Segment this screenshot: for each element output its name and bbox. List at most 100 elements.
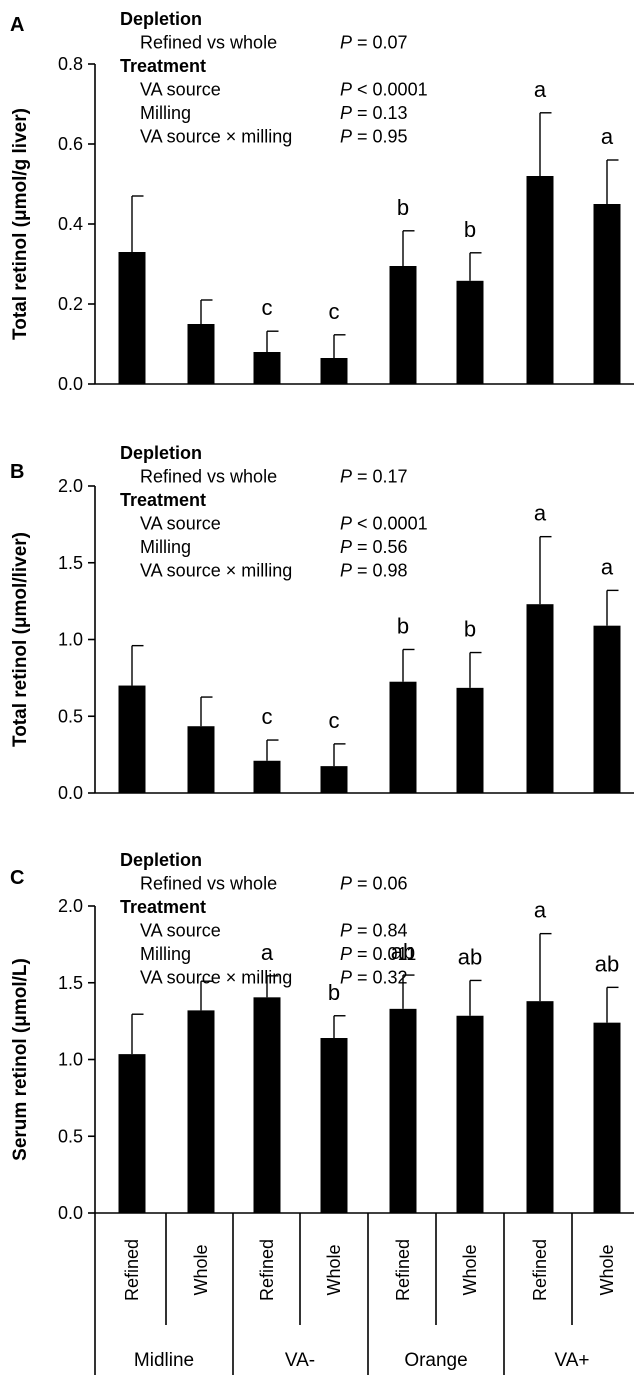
bar-6	[456, 687, 484, 793]
y-tick-label: 0.6	[58, 134, 83, 154]
significance-label: a	[601, 124, 614, 149]
stat-p-value: P = 0.95	[340, 127, 408, 147]
significance-label: a	[534, 501, 547, 526]
significance-label: c	[329, 299, 340, 324]
group-label: Orange	[404, 1350, 467, 1371]
stat-label: Milling	[140, 944, 191, 964]
significance-label: c	[329, 708, 340, 733]
stat-label: VA source	[140, 921, 221, 941]
significance-label: c	[262, 704, 273, 729]
category-label: Whole	[460, 1244, 480, 1295]
stat-p-number: = 0.13	[352, 103, 408, 123]
bar-8	[593, 625, 621, 793]
treatment-heading: Treatment	[120, 56, 206, 76]
stat-p-symbol: P	[340, 537, 352, 557]
stat-label: VA source	[140, 80, 221, 100]
bar-4	[320, 766, 348, 793]
bar-1	[118, 1054, 146, 1213]
stat-p-symbol: P	[340, 127, 352, 147]
significance-label: ab	[391, 939, 415, 964]
stat-p-value: P = 0.84	[340, 921, 408, 941]
category-label: Whole	[324, 1244, 344, 1295]
category-label: Refined	[393, 1239, 413, 1301]
y-tick-label: 0.5	[58, 1126, 83, 1146]
stat-label: VA source	[140, 514, 221, 534]
stat-p-number: = 0.07	[352, 33, 408, 53]
stat-label: VA source × milling	[140, 968, 292, 988]
significance-label: c	[262, 295, 273, 320]
y-tick-label: 0.8	[58, 54, 83, 74]
stat-p-value: P = 0.56	[340, 537, 408, 557]
category-label: Refined	[122, 1239, 142, 1301]
stat-p-value: P = 0.011	[340, 944, 416, 964]
y-axis-label: Total retinol (μmol/g liver)	[10, 108, 31, 340]
y-tick-label: 0.5	[58, 706, 83, 726]
bar-8	[593, 1022, 621, 1213]
bar-8	[593, 204, 621, 384]
stat-p-number: = 0.011	[352, 944, 416, 964]
bar-3	[253, 760, 281, 793]
stat-label: Refined vs whole	[140, 467, 277, 487]
stat-p-value: P = 0.98	[340, 561, 408, 581]
stat-label: Refined vs whole	[140, 33, 277, 53]
significance-label: b	[397, 195, 409, 220]
bar-7	[526, 176, 554, 384]
stat-p-symbol: P	[340, 467, 352, 487]
significance-label: a	[534, 77, 547, 102]
bar-5	[389, 681, 417, 793]
bar-6	[456, 280, 484, 384]
category-label: Whole	[597, 1244, 617, 1295]
bar-6	[456, 1015, 484, 1213]
stat-p-value: P = 0.06	[340, 874, 408, 894]
stat-p-value: P < 0.0001	[340, 80, 428, 100]
y-tick-label: 2.0	[58, 896, 83, 916]
group-label: VA-	[285, 1350, 315, 1371]
treatment-heading: Treatment	[120, 897, 206, 917]
y-tick-label: 0.0	[58, 374, 83, 394]
category-label: Refined	[257, 1239, 277, 1301]
stat-p-number: < 0.0001	[352, 514, 428, 534]
significance-label: a	[261, 940, 274, 965]
significance-label: b	[397, 613, 409, 638]
bar-4	[320, 1038, 348, 1213]
stat-label: Refined vs whole	[140, 874, 277, 894]
stat-p-symbol: P	[340, 80, 352, 100]
stat-p-number: = 0.32	[352, 968, 408, 988]
depletion-heading: Depletion	[120, 9, 202, 29]
stat-p-value: P = 0.07	[340, 33, 408, 53]
y-tick-label: 0.0	[58, 783, 83, 803]
depletion-heading: Depletion	[120, 850, 202, 870]
bar-7	[526, 604, 554, 793]
y-tick-label: 1.5	[58, 973, 83, 993]
stat-p-value: P = 0.32	[340, 968, 408, 988]
stat-p-value: P = 0.13	[340, 103, 408, 123]
stat-p-number: = 0.98	[352, 561, 408, 581]
significance-label: b	[464, 217, 476, 242]
bar-2	[187, 726, 215, 793]
bar-1	[118, 252, 146, 384]
stat-p-symbol: P	[340, 968, 352, 988]
treatment-heading: Treatment	[120, 490, 206, 510]
stat-p-symbol: P	[340, 33, 352, 53]
stat-label: VA source × milling	[140, 127, 292, 147]
significance-label: a	[534, 898, 547, 923]
y-axis-label: Serum retinol (μmol/L)	[10, 958, 31, 1161]
stat-p-value: P = 0.17	[340, 467, 408, 487]
stat-p-symbol: P	[340, 874, 352, 894]
group-label: VA+	[554, 1350, 589, 1371]
stat-p-number: = 0.17	[352, 467, 408, 487]
category-label: Whole	[191, 1244, 211, 1295]
stat-label: Milling	[140, 103, 191, 123]
depletion-heading: Depletion	[120, 443, 202, 463]
stat-p-number: = 0.06	[352, 874, 408, 894]
y-tick-label: 0.0	[58, 1203, 83, 1223]
bar-2	[187, 1010, 215, 1213]
y-tick-label: 0.4	[58, 214, 83, 234]
stat-label: Milling	[140, 537, 191, 557]
stat-p-number: = 0.84	[352, 921, 408, 941]
y-tick-label: 1.0	[58, 630, 83, 650]
y-tick-label: 0.2	[58, 294, 83, 314]
significance-label: ab	[458, 944, 482, 969]
panel-letter-C: C	[10, 867, 24, 889]
